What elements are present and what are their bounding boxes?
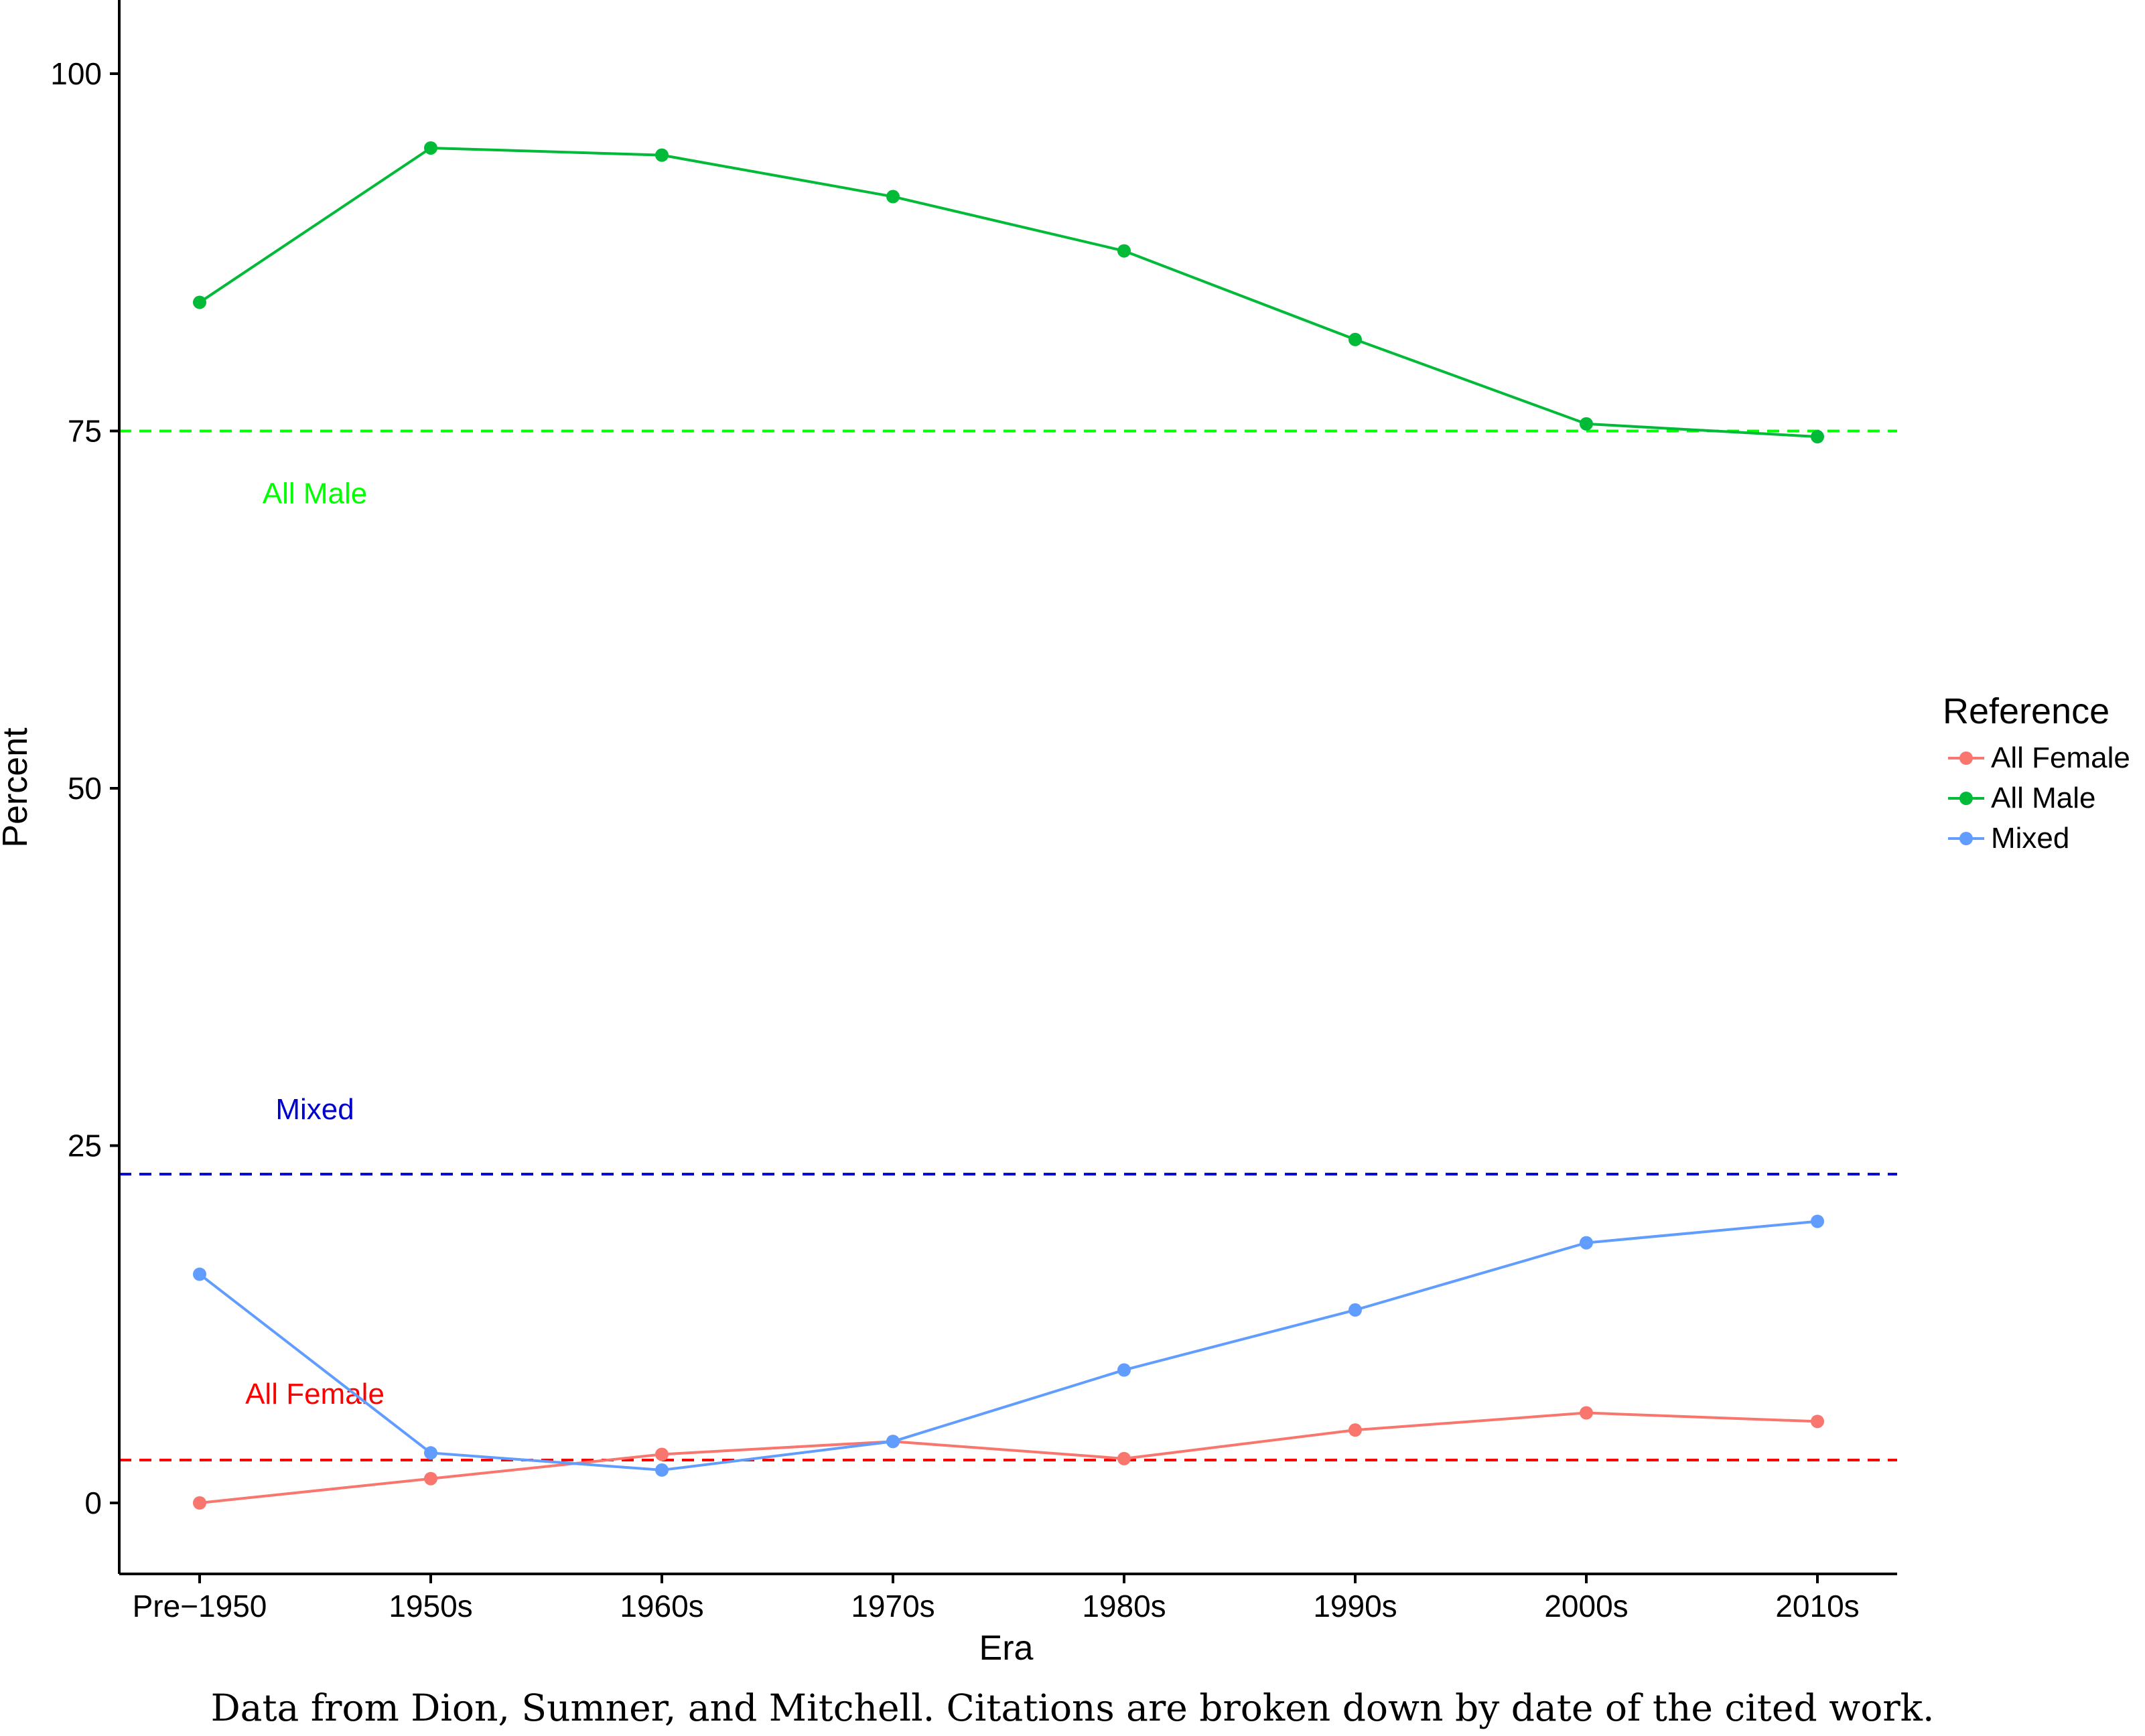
- x-axis-title: Era: [979, 1629, 1034, 1668]
- legend-item-all-female: All Female: [1948, 741, 2130, 774]
- axes: 0 25 50 75 100 Pre−1950 1950s 1960s 1970s 1980s 19…: [0, 0, 1897, 1668]
- series-line-all-female: [199, 1411, 1818, 1504]
- point-all-male-3: [886, 190, 900, 204]
- point-mixed-1: [424, 1446, 437, 1460]
- point-all-female-5: [1348, 1423, 1362, 1437]
- point-all-male-7: [1811, 430, 1824, 444]
- reference-lines: All Male Mixed All Female: [119, 429, 1897, 1461]
- reference-label-all-male: All Male: [263, 478, 368, 510]
- point-all-male-2: [655, 148, 669, 162]
- point-all-female-1: [424, 1471, 437, 1486]
- point-all-male-0: [193, 295, 206, 309]
- point-all-female-0: [193, 1496, 206, 1510]
- legend-swatch-point: [1959, 792, 1973, 805]
- line-chart: All Male Mixed All Female 0 25 50 75 100 Pre−19…: [0, 0, 2130, 1668]
- legend-swatch-point: [1959, 751, 1973, 765]
- point-all-male-6: [1580, 417, 1593, 431]
- x-tick-label-pre-1950: Pre−1950: [133, 1589, 267, 1623]
- point-all-male-1: [424, 141, 437, 155]
- x-tick-label-1970s: 1970s: [851, 1589, 935, 1623]
- x-tick-label-1980s: 1980s: [1082, 1589, 1166, 1623]
- reference-label-mixed: Mixed: [275, 1093, 354, 1126]
- point-mixed-0: [193, 1267, 206, 1281]
- point-all-male-4: [1117, 244, 1131, 258]
- point-mixed-7: [1811, 1214, 1824, 1228]
- y-tick-label-25: 25: [68, 1129, 102, 1163]
- reference-label-all-female: All Female: [245, 1378, 385, 1410]
- point-mixed-3: [886, 1435, 900, 1449]
- y-tick-label-75: 75: [68, 414, 102, 449]
- data-series: [193, 141, 1824, 1510]
- point-all-male-5: [1348, 332, 1362, 346]
- y-tick-label-0: 0: [84, 1486, 102, 1520]
- x-tick-label-1990s: 1990s: [1313, 1589, 1397, 1623]
- legend-label: All Male: [1991, 782, 2096, 814]
- series-line-all-male: [198, 146, 1818, 439]
- point-all-female-2: [655, 1447, 669, 1461]
- y-tick-label-100: 100: [50, 56, 102, 91]
- series-line-mixed: [198, 1220, 1818, 1471]
- y-axis-title: Percent: [0, 727, 35, 848]
- legend-swatch-point: [1959, 832, 1973, 845]
- point-mixed-2: [655, 1463, 669, 1477]
- point-mixed-6: [1580, 1236, 1593, 1250]
- legend: Reference All Female All Male Mixed: [1943, 691, 2130, 855]
- point-all-female-7: [1811, 1415, 1824, 1429]
- point-all-female-6: [1580, 1406, 1593, 1420]
- legend-item-mixed: Mixed: [1948, 822, 2069, 855]
- point-mixed-4: [1117, 1363, 1131, 1377]
- y-tick-label-50: 50: [68, 771, 102, 806]
- x-tick-label-2010s: 2010s: [1775, 1589, 1859, 1623]
- x-tick-label-1950s: 1950s: [389, 1589, 472, 1623]
- x-tick-label-2000s: 2000s: [1544, 1589, 1628, 1623]
- legend-label: Mixed: [1991, 822, 2069, 855]
- legend-item-all-male: All Male: [1948, 782, 2096, 814]
- legend-label: All Female: [1991, 741, 2130, 774]
- x-tick-label-1960s: 1960s: [620, 1589, 703, 1623]
- point-mixed-5: [1348, 1303, 1362, 1317]
- figure-caption: Data from Dion, Sumner, and Mitchell. Ci…: [210, 1686, 1935, 1729]
- legend-title: Reference: [1943, 691, 2109, 731]
- point-all-female-4: [1117, 1451, 1131, 1465]
